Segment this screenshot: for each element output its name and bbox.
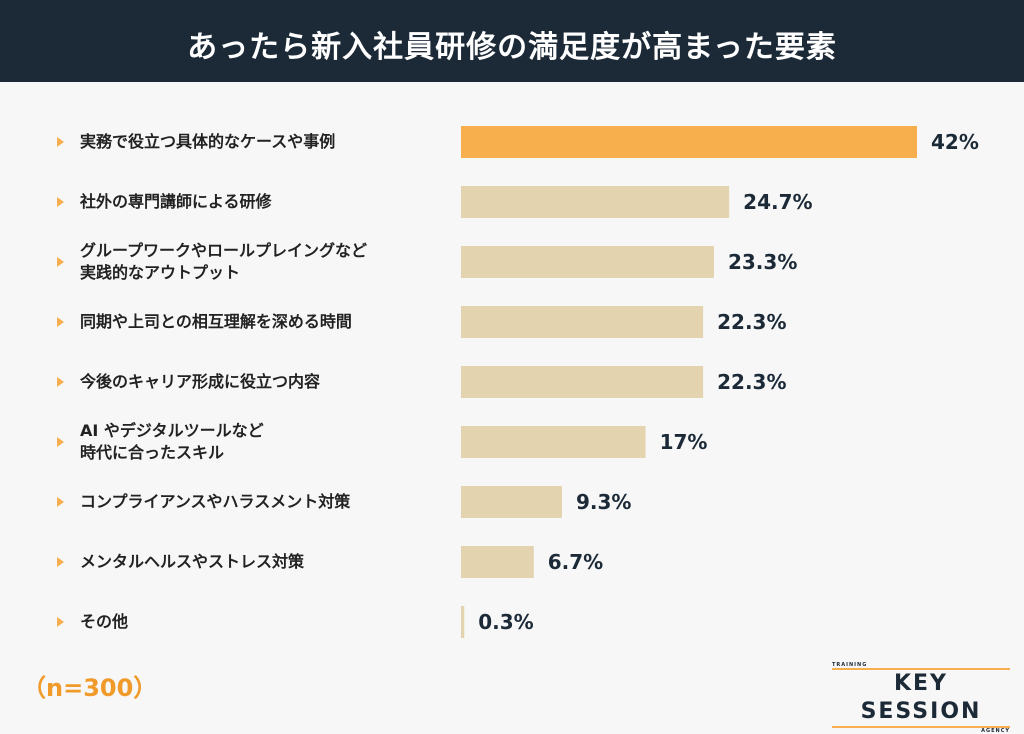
bar: [461, 126, 917, 158]
logo-name: KEY SESSION: [832, 668, 1010, 728]
logo-top: TRAINING: [832, 662, 868, 668]
bullet: [57, 197, 64, 207]
category-label: メンタルヘルスやストレス対策: [80, 552, 305, 571]
sample-note: （n=300）: [22, 674, 158, 702]
bullet: [57, 497, 64, 507]
category-label: コンプライアンスやハラスメント対策: [80, 492, 351, 511]
bar: [461, 426, 646, 458]
bullet: [57, 437, 64, 447]
bar: [461, 546, 534, 578]
category-label: グループワークやロールプレイングなど 実践的なアウトプット: [80, 241, 368, 282]
category-label: 今後のキャリア形成に役立つ内容: [80, 372, 321, 391]
value-label: 6.7%: [547, 550, 604, 574]
bullet: [57, 257, 64, 267]
category-label: 実務で役立つ具体的なケースや事例: [80, 132, 336, 151]
bar: [461, 606, 465, 638]
value-label: 0.3%: [478, 610, 534, 634]
bar: [461, 306, 704, 338]
category-label: 社外の専門講師による研修: [80, 192, 272, 211]
value-label: 22.3%: [717, 310, 787, 334]
bullet: [57, 137, 64, 147]
value-label: 23.3%: [727, 250, 798, 274]
header: あったら新入社員研修の満足度が高まった要素: [0, 0, 1024, 82]
category-label: AI やデジタルツールなど 時代に合ったスキル: [80, 421, 264, 462]
logo-bottom: AGENCY: [981, 728, 1010, 734]
bullet: [57, 617, 64, 627]
bar: [461, 486, 562, 518]
chart-title: あったら新入社員研修の満足度が高まった要素: [187, 30, 837, 65]
category-label: 同期や上司との相互理解を深める時間: [80, 312, 352, 331]
bar: [461, 246, 714, 278]
bullet: [57, 377, 64, 387]
value-label: 22.3%: [717, 370, 787, 394]
chart: [57, 126, 917, 638]
value-label: 42%: [931, 130, 979, 154]
value-label: 9.3%: [575, 490, 632, 514]
bar: [461, 366, 704, 398]
value-label: 24.7%: [743, 190, 813, 214]
category-label: その他: [80, 612, 129, 631]
bar: [461, 186, 730, 218]
logo: TRAINING KEY SESSION AGENCY: [832, 662, 1010, 734]
bullet: [57, 317, 64, 327]
bullet: [57, 557, 64, 567]
value-label: 17%: [659, 430, 708, 454]
